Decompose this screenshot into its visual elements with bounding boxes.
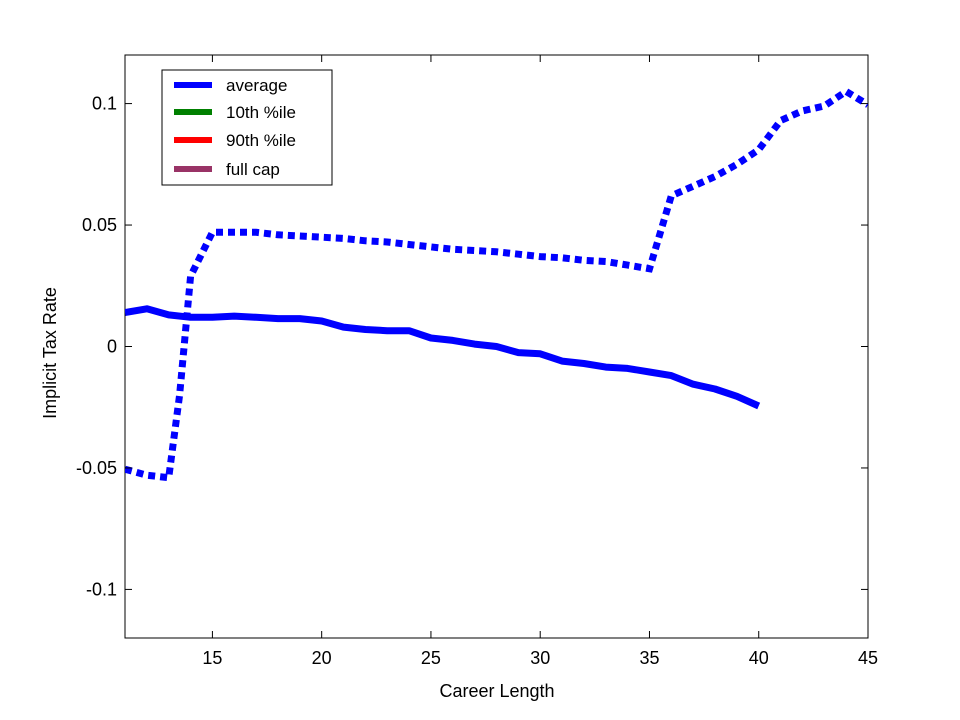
x-tick-label: 35 [639, 648, 659, 668]
x-axis-label: Career Length [439, 681, 554, 701]
series-line-dotted [125, 87, 868, 482]
x-tick-label: 40 [749, 648, 769, 668]
y-tick-label: -0.05 [76, 458, 117, 478]
x-tick-label: 15 [202, 648, 222, 668]
legend: average 10th %ile 90th %ile full cap [161, 69, 333, 186]
series-line-solid [125, 305, 761, 410]
legend-label-90th: 90th %ile [226, 131, 296, 150]
y-tick-label: -0.1 [86, 579, 117, 599]
x-tick-label: 25 [421, 648, 441, 668]
x-tick-label: 45 [858, 648, 878, 668]
legend-label-full-cap: full cap [226, 160, 280, 179]
axis-ticks: 15 20 25 30 35 40 45 -0.1 -0.05 0 0.05 0.1 [76, 55, 878, 668]
x-tick-label: 20 [312, 648, 332, 668]
y-tick-label: 0 [107, 337, 117, 357]
legend-label-10th: 10th %ile [226, 103, 296, 122]
y-tick-label: 0.05 [82, 215, 117, 235]
y-axis-label: Implicit Tax Rate [40, 287, 60, 419]
x-tick-label: 30 [530, 648, 550, 668]
legend-box [161, 69, 333, 186]
series-layer [125, 87, 868, 482]
y-tick-label: 0.1 [92, 94, 117, 114]
legend-label-average: average [226, 76, 287, 95]
